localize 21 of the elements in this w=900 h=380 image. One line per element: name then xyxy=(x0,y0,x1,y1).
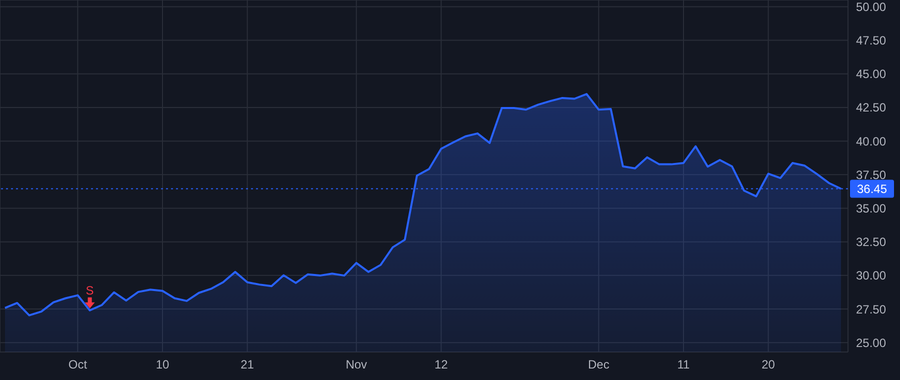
y-tick-label: 50.00 xyxy=(856,0,886,14)
x-tick-label: Oct xyxy=(68,358,88,372)
y-tick-label: 40.00 xyxy=(856,134,886,148)
y-tick-label: 32.50 xyxy=(856,235,886,250)
x-tick-label: 21 xyxy=(240,358,254,372)
y-tick-label: 35.00 xyxy=(856,202,886,216)
x-tick-label: 10 xyxy=(156,358,170,372)
y-tick-label: 42.50 xyxy=(856,100,886,115)
x-tick-label: 20 xyxy=(762,358,776,372)
y-tick-label: 47.50 xyxy=(856,34,886,48)
x-tick-label: 12 xyxy=(434,358,448,372)
y-tick-label: 25.00 xyxy=(856,336,886,350)
x-tick-label: 11 xyxy=(677,358,690,372)
x-tick-label: Nov xyxy=(346,358,368,372)
ref-line-label: 36.45 xyxy=(856,182,888,196)
y-tick-label: 37.50 xyxy=(856,168,886,182)
x-tick-label: Dec xyxy=(588,358,610,372)
y-tick-label: 45.00 xyxy=(856,67,886,82)
y-tick-label: 27.50 xyxy=(856,302,886,316)
annotation: S xyxy=(86,283,94,298)
y-tick-label: 30.00 xyxy=(856,268,886,283)
